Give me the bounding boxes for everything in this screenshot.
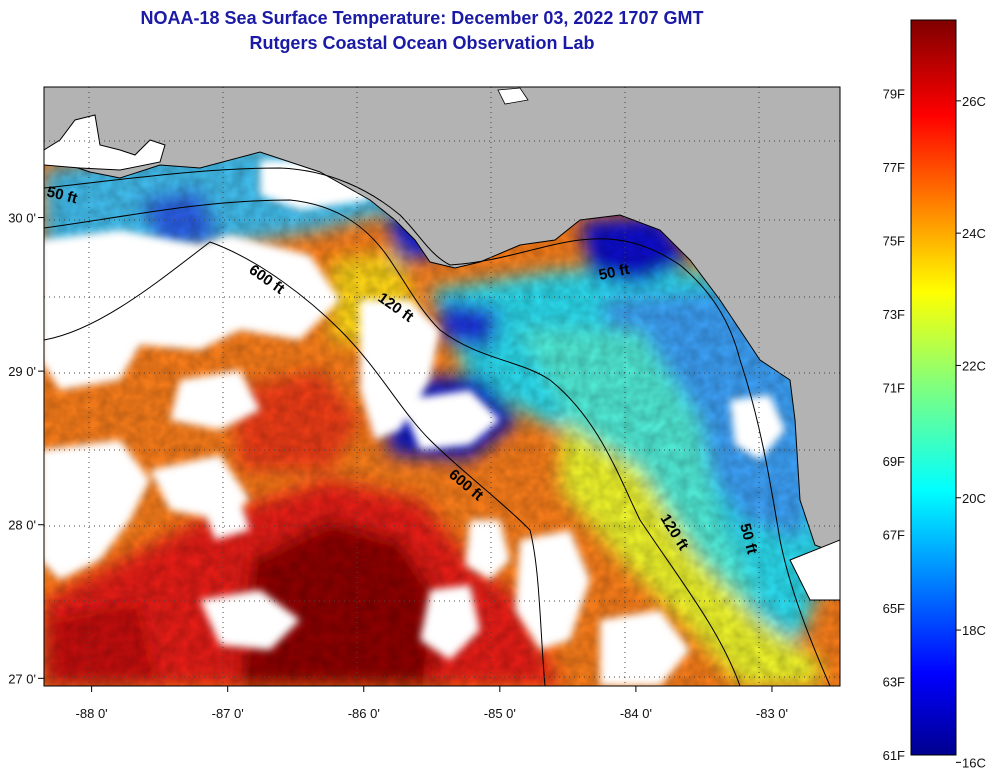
colorbar-f-label: 69F — [883, 454, 905, 469]
colorbar-f-label: 73F — [883, 307, 905, 322]
lon-tick-label: -86 0' — [348, 706, 380, 721]
latitude-axis: 30 0' 29 0' 28 0' 27 0' — [8, 211, 44, 686]
colorbar-f-label: 61F — [883, 748, 905, 763]
colorbar-c-label: 22C — [962, 358, 986, 373]
colorbar-f-label: 63F — [883, 675, 905, 690]
lon-tick-label: -84 0' — [620, 706, 652, 721]
colorbar-c-label: 18C — [962, 623, 986, 638]
colorbar-c-label: 16C — [962, 755, 986, 770]
lat-tick-label: 30 0' — [8, 211, 36, 226]
colorbar-f-label: 65F — [883, 601, 905, 616]
contour-label-50-east: 50 ft — [597, 261, 631, 284]
colorbar-f-label: 77F — [883, 160, 905, 175]
map-plot-area: 50 ft 600 ft 120 ft 50 ft 600 ft 120 ft … — [44, 87, 840, 686]
colorbar-f-label: 67F — [883, 528, 905, 543]
lat-tick-label: 27 0' — [8, 671, 36, 686]
colorbar-celsius-labels: 26C 24C 22C 20C 18C 16C — [956, 94, 986, 770]
land-mass — [44, 87, 840, 556]
chart-subtitle: Rutgers Coastal Ocean Observation Lab — [249, 33, 595, 53]
lon-tick-label: -87 0' — [212, 706, 244, 721]
colorbar — [910, 19, 957, 756]
contour-label-50-west: 50 ft — [45, 183, 79, 207]
longitude-axis: -88 0' -87 0' -86 0' -85 0' -84 0' -83 0' — [76, 686, 788, 721]
colorbar-fahrenheit-labels: 79F 77F 75F 73F 71F 69F 67F 65F 63F 61F — [883, 87, 905, 764]
chart-title: NOAA-18 Sea Surface Temperature: Decembe… — [140, 8, 704, 28]
colorbar-c-label: 24C — [962, 226, 986, 241]
map-frame — [43, 86, 841, 687]
lat-tick-label: 28 0' — [8, 518, 36, 533]
lat-tick-label: 29 0' — [8, 364, 36, 379]
colorbar-f-label: 71F — [883, 381, 905, 396]
colorbar-f-label: 75F — [883, 234, 905, 249]
colorbar-c-label: 20C — [962, 491, 986, 506]
lon-tick-label: -83 0' — [756, 706, 788, 721]
lon-tick-label: -88 0' — [76, 706, 108, 721]
colorbar-f-label: 79F — [883, 87, 905, 102]
lon-tick-label: -85 0' — [484, 706, 516, 721]
cloud-mask — [44, 115, 785, 686]
colorbar-c-label: 26C — [962, 94, 986, 109]
depth-contours — [44, 167, 831, 686]
